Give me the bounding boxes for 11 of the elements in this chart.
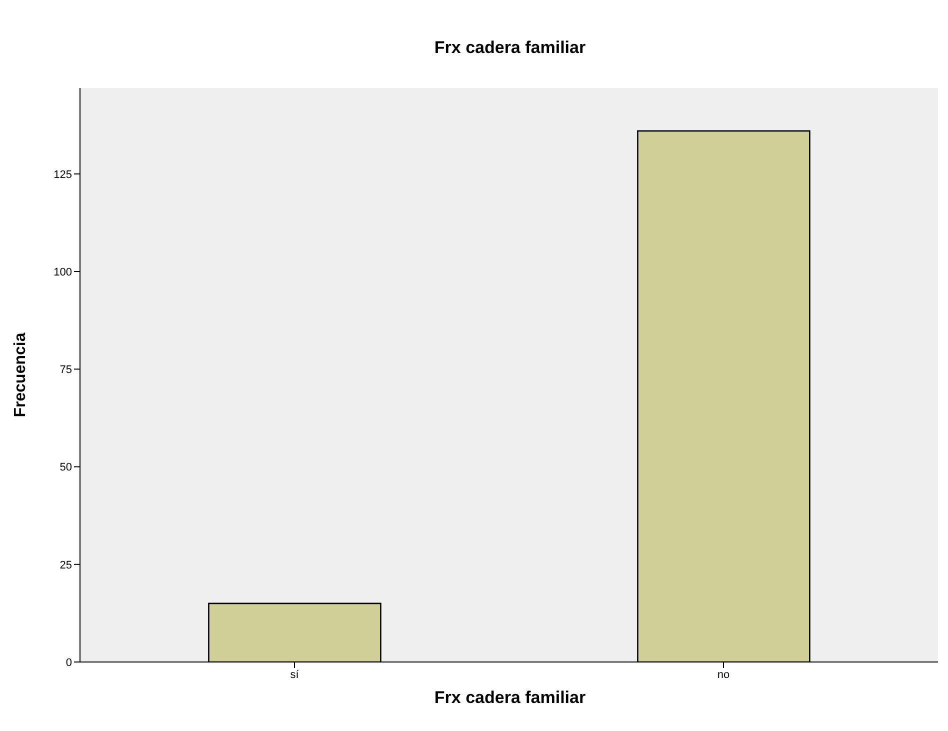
y-tick-label: 100 (54, 266, 72, 278)
y-axis-title: Frecuencia (12, 332, 30, 418)
y-tick-label: 125 (54, 168, 72, 181)
x-axis-title: Frx cadera familiar (433, 688, 587, 708)
x-tick-label: no (717, 668, 730, 681)
y-tick-label: 75 (60, 364, 72, 376)
chart-title: Frx cadera familiar (433, 38, 587, 58)
y-tick-label: 0 (66, 656, 72, 669)
y-tick-label: 50 (60, 462, 72, 474)
y-tick-label: 25 (60, 559, 72, 572)
x-tick-label: sí (290, 668, 300, 681)
